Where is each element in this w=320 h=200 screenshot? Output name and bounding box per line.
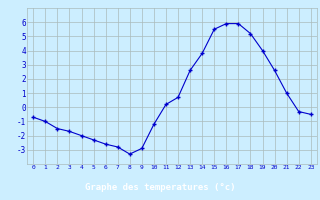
Text: Graphe des temperatures (°c): Graphe des temperatures (°c) bbox=[85, 182, 235, 192]
